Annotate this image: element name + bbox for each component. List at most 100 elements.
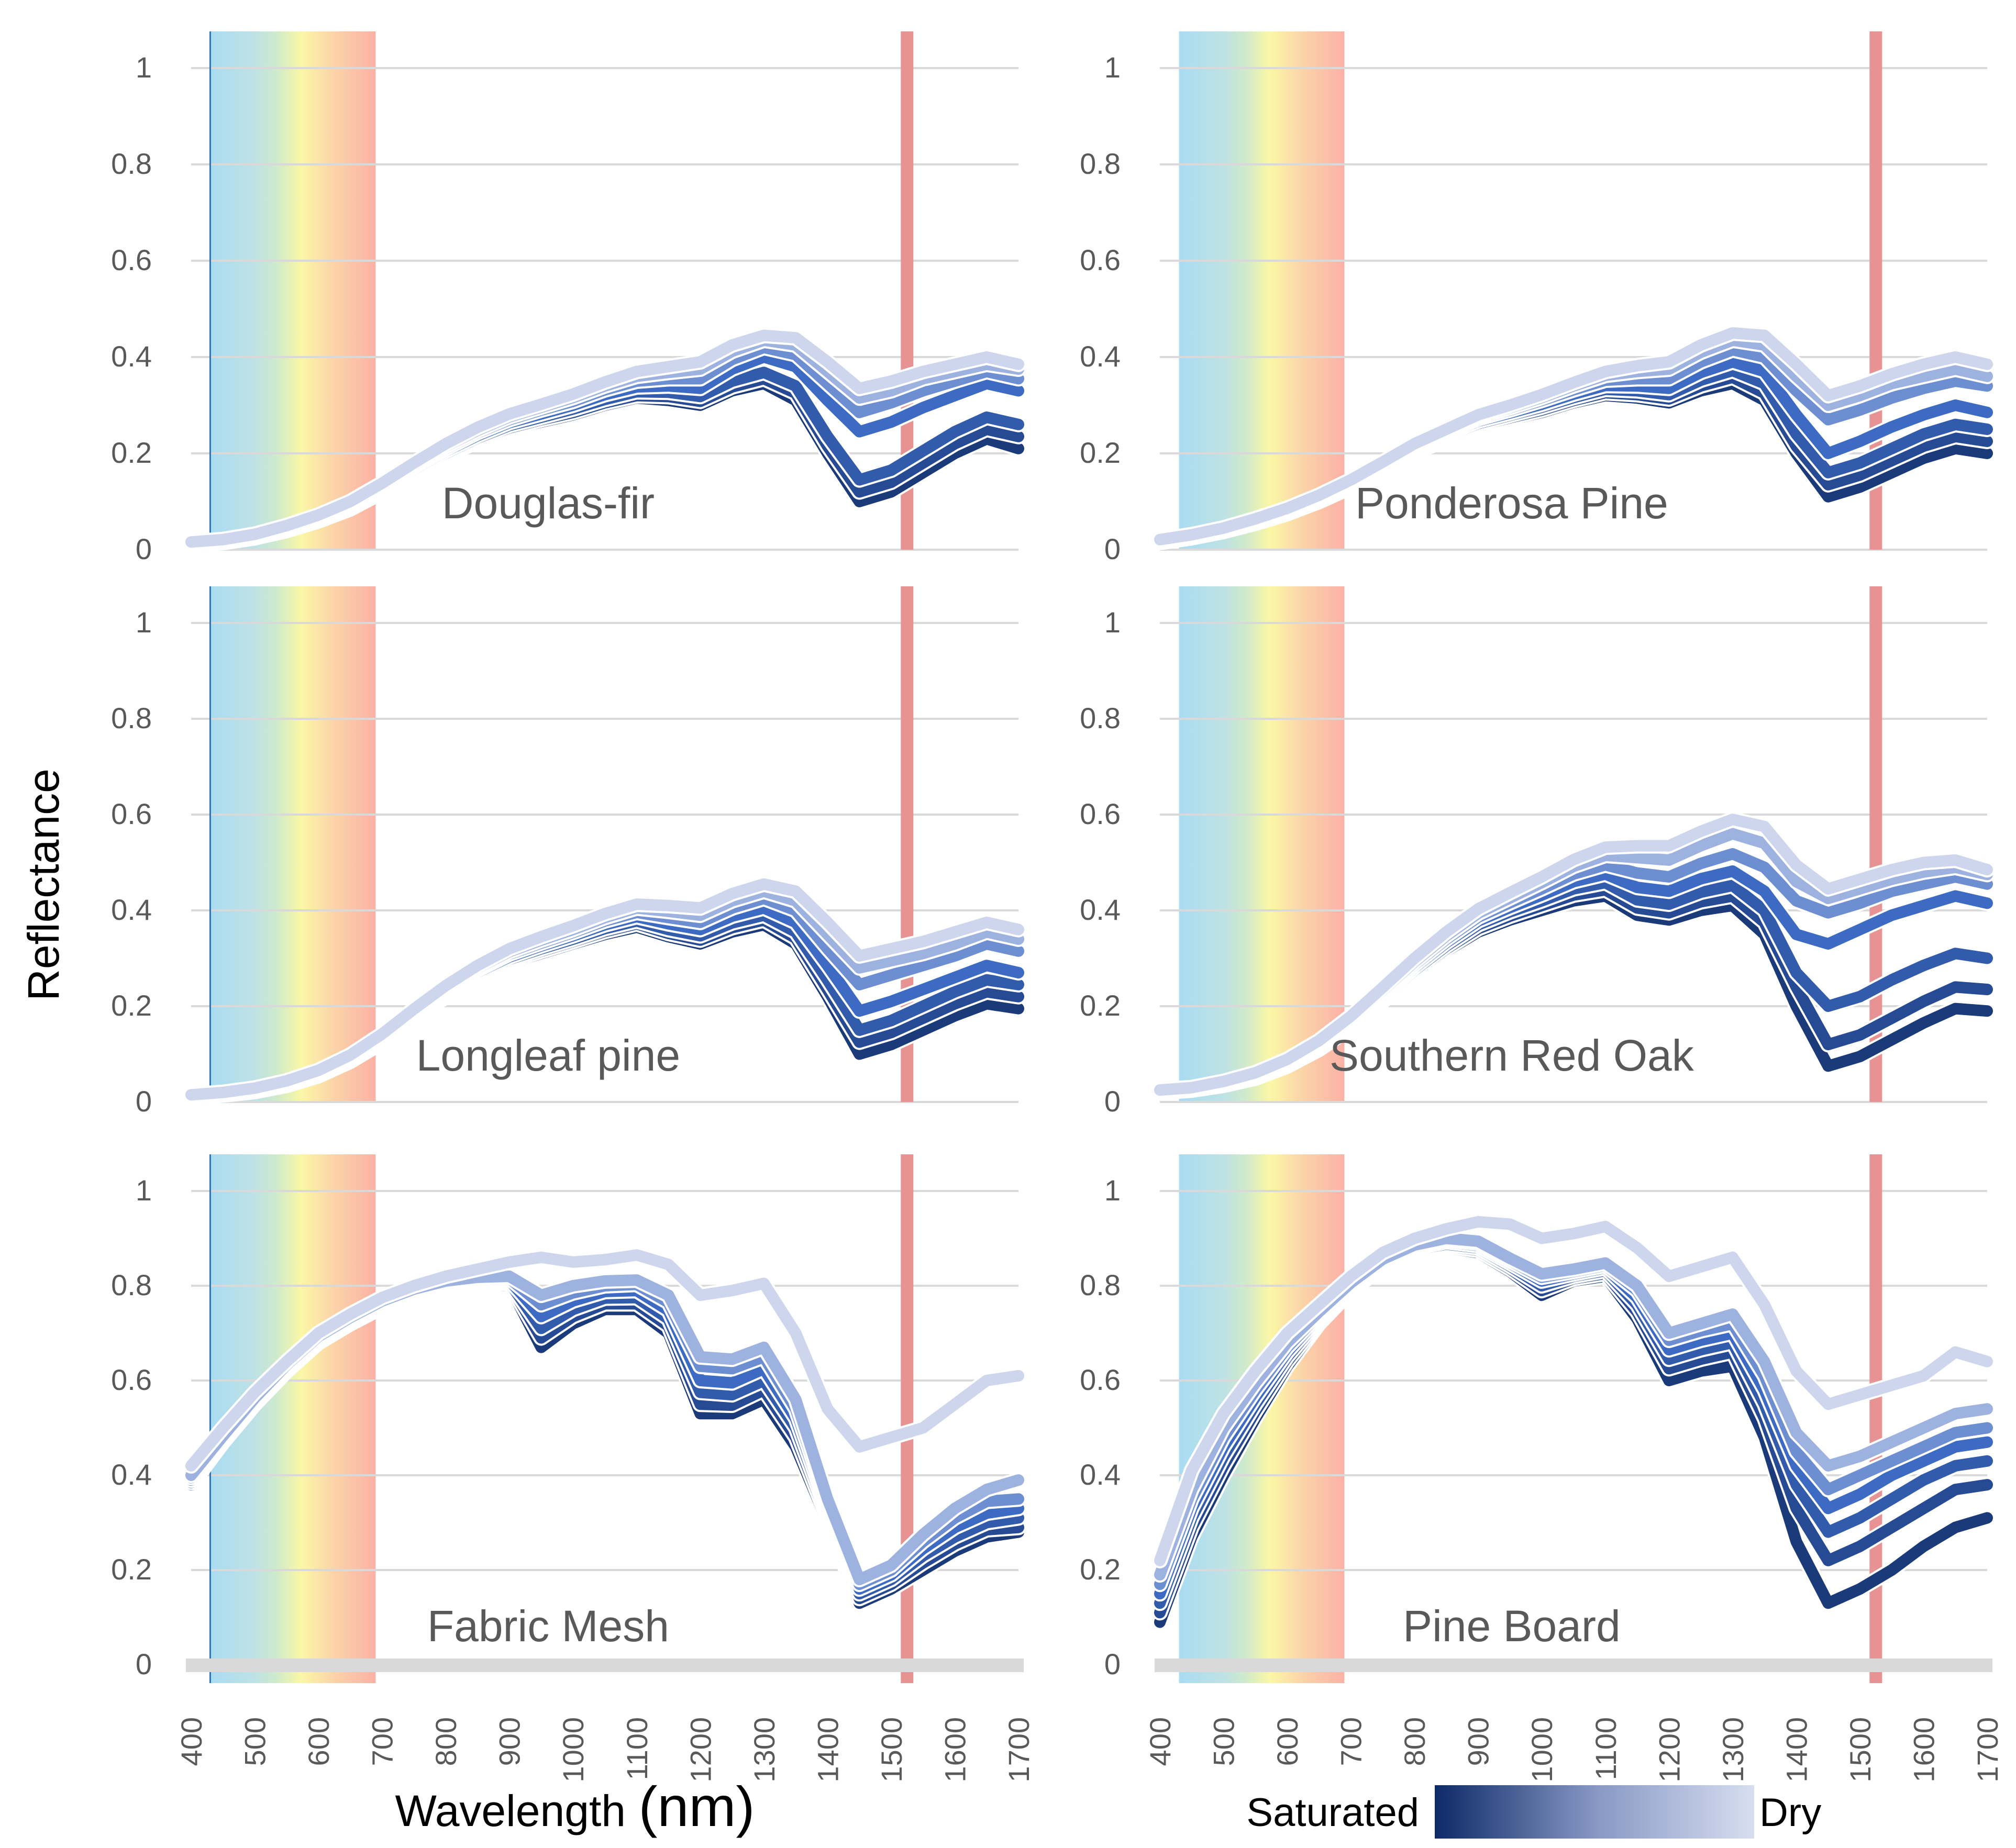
- series-line-southern-red-oak-dry: [1154, 814, 1993, 1096]
- x-tick-label-fabric-mesh: 1300: [748, 1717, 781, 1783]
- y-tick-label-southern-red-oak: 0: [1104, 1085, 1121, 1118]
- y-tick-label-douglas-fir: 0: [136, 532, 152, 565]
- y-tick-label-pine-board: 0: [1104, 1647, 1121, 1680]
- y-tick-label-fabric-mesh: 0.8: [111, 1268, 152, 1301]
- x-tick-label-pine-board: 400: [1144, 1717, 1177, 1766]
- y-tick-label-southern-red-oak: 0.6: [1080, 797, 1121, 830]
- x-tick-label-fabric-mesh: 700: [366, 1717, 399, 1766]
- y-tick-label-fabric-mesh: 0: [136, 1647, 152, 1680]
- panel-title-longleaf-pine: Longleaf pine: [416, 1031, 680, 1080]
- panel-title-southern-red-oak: Southern Red Oak: [1330, 1031, 1694, 1080]
- y-tick-label-pine-board: 0.2: [1080, 1553, 1121, 1586]
- x-tick-label-fabric-mesh: 500: [239, 1717, 272, 1766]
- y-tick-label-douglas-fir: 0.4: [111, 340, 152, 373]
- x-tick-label-fabric-mesh: 1400: [811, 1717, 844, 1783]
- x-tick-label-fabric-mesh: 1200: [684, 1717, 717, 1783]
- x-tick-label-pine-board: 1000: [1525, 1717, 1558, 1783]
- y-axis-label: Reflectance: [19, 769, 68, 1001]
- series-line-longleaf-pine-dry: [185, 878, 1024, 1101]
- y-tick-label-southern-red-oak: 0.8: [1080, 702, 1121, 734]
- x-tick-label-pine-board: 1700: [1971, 1717, 2004, 1783]
- panel-pine-board: 0 0.2 0.4 0.6 0.8 1 Pine Board 400 500 600 700 800 9…: [1080, 1154, 2004, 1783]
- x-tick-label-fabric-mesh: 1500: [875, 1717, 908, 1783]
- panel-title-douglas-fir: Douglas-fir: [442, 478, 655, 528]
- y-tick-label-douglas-fir: 1: [136, 51, 152, 84]
- y-tick-label-longleaf-pine: 0.2: [111, 989, 152, 1022]
- y-tick-label-douglas-fir: 0.8: [111, 147, 152, 180]
- y-tick-label-longleaf-pine: 0.8: [111, 702, 152, 734]
- y-tick-label-ponderosa-pine: 0.8: [1080, 147, 1121, 180]
- y-tick-label-ponderosa-pine: 1: [1104, 51, 1121, 84]
- series-line-douglas-fir-dry: [185, 329, 1024, 548]
- y-tick-label-douglas-fir: 0.6: [111, 243, 152, 276]
- x-tick-label-fabric-mesh: 800: [429, 1717, 462, 1766]
- x-axis-label: Wavelength (nm): [395, 1775, 755, 1838]
- y-tick-label-ponderosa-pine: 0.4: [1080, 340, 1121, 373]
- x-tick-label-fabric-mesh: 900: [493, 1717, 526, 1766]
- panel-title-pine-board: Pine Board: [1403, 1601, 1621, 1651]
- marker-band-pine-board: [1869, 1154, 1882, 1683]
- x-tick-label-pine-board: 600: [1271, 1717, 1304, 1766]
- visible-spectrum-band-ponderosa-pine: [1179, 31, 1345, 550]
- x-tick-label-fabric-mesh: 1000: [557, 1717, 590, 1783]
- x-tick-label-pine-board: 1200: [1653, 1717, 1686, 1783]
- y-tick-label-southern-red-oak: 0.4: [1080, 893, 1121, 926]
- x-tick-label-pine-board: 700: [1335, 1717, 1368, 1766]
- series-line-ponderosa-pine-dry: [1154, 327, 1993, 546]
- y-tick-label-longleaf-pine: 0: [136, 1085, 152, 1118]
- x-tick-label-pine-board: 1400: [1780, 1717, 1813, 1783]
- x-tick-label-pine-board: 500: [1208, 1717, 1240, 1766]
- y-tick-label-ponderosa-pine: 0.6: [1080, 243, 1121, 276]
- x-tick-label-pine-board: 900: [1462, 1717, 1495, 1766]
- moisture-legend: Saturated Dry: [1246, 1785, 1821, 1839]
- y-tick-label-pine-board: 0.4: [1080, 1458, 1121, 1491]
- series-line-pine-board-dry: [1154, 1216, 1993, 1566]
- panel-douglas-fir: 0 0.2 0.4 0.6 0.8 1 Douglas-fir: [111, 31, 1026, 565]
- visible-spectrum-band-southern-red-oak: [1179, 586, 1345, 1102]
- y-tick-label-longleaf-pine: 0.4: [111, 893, 152, 926]
- x-tick-label-pine-board: 800: [1398, 1717, 1431, 1766]
- x-axis-bar-fabric-mesh: [186, 1658, 1024, 1672]
- panel-longleaf-pine: 0 0.2 0.4 0.6 0.8 1 Longleaf pine: [111, 586, 1026, 1118]
- y-tick-label-longleaf-pine: 0.6: [111, 797, 152, 830]
- x-tick-label-fabric-mesh: 1700: [1002, 1717, 1035, 1783]
- y-tick-label-pine-board: 0.6: [1080, 1363, 1121, 1396]
- visible-spectrum-band-douglas-fir: [210, 31, 376, 550]
- x-tick-label-fabric-mesh: 1100: [621, 1717, 653, 1780]
- legend-color-ramp: [1435, 1785, 1754, 1839]
- marker-band-fabric-mesh: [901, 1154, 914, 1683]
- x-axis-bar-pine-board: [1155, 1658, 1992, 1672]
- x-axis-label-unit: (nm): [638, 1775, 755, 1838]
- x-tick-label-pine-board: 1300: [1716, 1717, 1749, 1783]
- x-tick-label-fabric-mesh: 1600: [938, 1717, 971, 1783]
- x-tick-label-pine-board: 1100: [1589, 1717, 1622, 1780]
- x-tick-label-pine-board: 1600: [1907, 1717, 1940, 1783]
- x-tick-label-fabric-mesh: 600: [302, 1717, 335, 1766]
- visible-spectrum-band-longleaf-pine: [210, 586, 376, 1102]
- x-tick-label-pine-board: 1500: [1844, 1717, 1877, 1783]
- y-tick-label-southern-red-oak: 1: [1104, 606, 1121, 639]
- panel-title-fabric-mesh: Fabric Mesh: [427, 1601, 669, 1651]
- panel-fabric-mesh: 0 0.2 0.4 0.6 0.8 1 Fabric Mesh 400 500 600 700 800…: [111, 1154, 1035, 1783]
- y-tick-label-fabric-mesh: 0.6: [111, 1363, 152, 1396]
- y-tick-label-douglas-fir: 0.2: [111, 436, 152, 469]
- y-tick-label-fabric-mesh: 1: [136, 1174, 152, 1207]
- panel-southern-red-oak: 0 0.2 0.4 0.6 0.8 1 Southern Red Oak: [1080, 586, 1995, 1118]
- panel-ponderosa-pine: 0 0.2 0.4 0.6 0.8 1 Ponderosa Pine: [1080, 31, 1995, 565]
- x-tick-label-fabric-mesh: 400: [175, 1717, 208, 1766]
- x-axis-label-word: Wavelength: [395, 1786, 626, 1835]
- plots-layer: 0 0.2 0.4 0.6 0.8 1 Douglas-fir 0 0.2 0.4 0.6 0.8 1 P…: [111, 31, 2004, 1783]
- y-tick-label-fabric-mesh: 0.4: [111, 1458, 152, 1491]
- y-tick-label-pine-board: 1: [1104, 1174, 1121, 1207]
- panel-title-ponderosa-pine: Ponderosa Pine: [1355, 478, 1668, 528]
- y-tick-label-ponderosa-pine: 0.2: [1080, 436, 1121, 469]
- y-tick-label-pine-board: 0.8: [1080, 1268, 1121, 1301]
- legend-saturated-label: Saturated: [1246, 1790, 1419, 1835]
- legend-dry-label: Dry: [1759, 1790, 1821, 1835]
- y-tick-label-longleaf-pine: 1: [136, 606, 152, 639]
- y-tick-label-ponderosa-pine: 0: [1104, 532, 1121, 565]
- y-tick-label-southern-red-oak: 0.2: [1080, 989, 1121, 1022]
- y-tick-label-fabric-mesh: 0.2: [111, 1553, 152, 1586]
- series-line-fabric-mesh-dry: [185, 1249, 1024, 1472]
